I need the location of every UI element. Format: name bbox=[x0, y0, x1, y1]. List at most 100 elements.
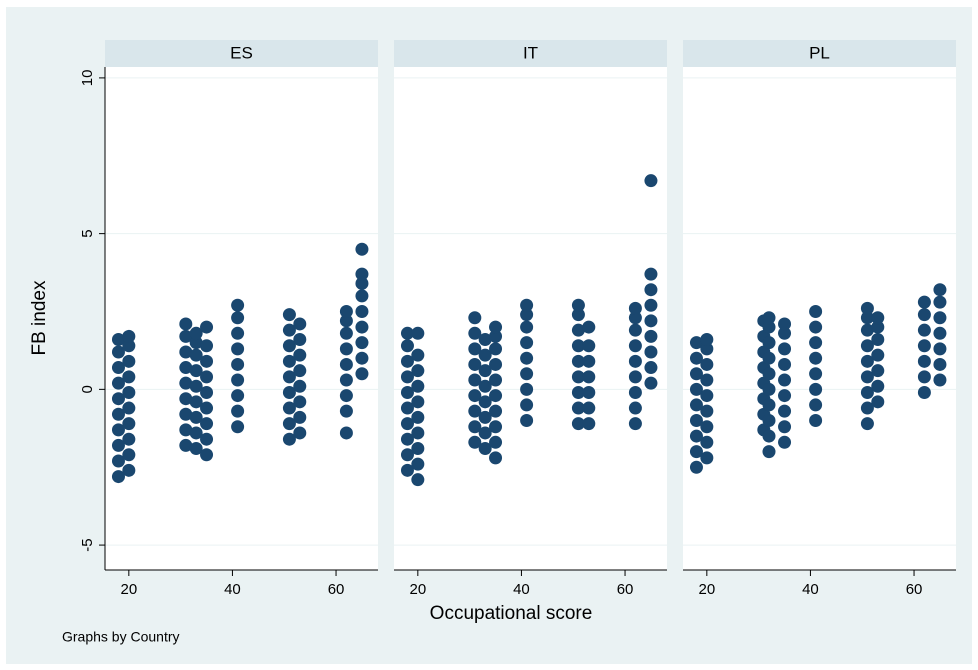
point bbox=[700, 451, 714, 465]
point bbox=[700, 342, 714, 356]
point bbox=[411, 395, 425, 409]
point bbox=[111, 361, 125, 375]
point bbox=[571, 401, 585, 415]
point bbox=[700, 420, 714, 434]
point bbox=[411, 348, 425, 362]
point bbox=[644, 314, 658, 328]
point bbox=[282, 432, 296, 446]
x-tick-label: 60 bbox=[328, 581, 345, 598]
point bbox=[339, 326, 353, 340]
point bbox=[700, 389, 714, 403]
point bbox=[860, 385, 874, 399]
note: Graphs by Country bbox=[62, 629, 180, 645]
point bbox=[700, 357, 714, 371]
point bbox=[582, 417, 596, 431]
point bbox=[111, 407, 125, 421]
point bbox=[860, 354, 874, 368]
point bbox=[468, 373, 482, 387]
point bbox=[689, 398, 703, 412]
point bbox=[189, 326, 203, 340]
x-axis-title: Occupational score bbox=[430, 603, 593, 624]
point bbox=[293, 395, 307, 409]
point bbox=[122, 370, 136, 384]
point bbox=[355, 276, 369, 290]
point bbox=[778, 435, 792, 449]
point bbox=[644, 267, 658, 281]
point bbox=[400, 401, 414, 415]
point bbox=[571, 308, 585, 322]
point bbox=[628, 339, 642, 353]
point bbox=[400, 385, 414, 399]
point bbox=[689, 382, 703, 396]
point bbox=[339, 304, 353, 318]
point bbox=[762, 382, 776, 396]
point bbox=[489, 329, 503, 343]
point bbox=[122, 354, 136, 368]
point bbox=[871, 311, 885, 325]
point bbox=[520, 367, 534, 381]
point bbox=[468, 404, 482, 418]
point bbox=[179, 361, 193, 375]
point bbox=[571, 370, 585, 384]
point bbox=[644, 376, 658, 390]
point bbox=[282, 370, 296, 384]
point bbox=[411, 442, 425, 456]
point bbox=[179, 392, 193, 406]
point bbox=[355, 351, 369, 365]
point bbox=[520, 320, 534, 334]
point bbox=[871, 333, 885, 347]
point bbox=[860, 417, 874, 431]
point bbox=[200, 385, 214, 399]
point bbox=[293, 379, 307, 393]
x-tick-label: 40 bbox=[513, 581, 530, 598]
panel-title: PL bbox=[809, 43, 830, 62]
point bbox=[111, 423, 125, 437]
point bbox=[809, 367, 823, 381]
point bbox=[489, 451, 503, 465]
point bbox=[628, 385, 642, 399]
point bbox=[520, 414, 534, 428]
point bbox=[520, 382, 534, 396]
point bbox=[179, 329, 193, 343]
point bbox=[809, 414, 823, 428]
x-tick-label: 20 bbox=[698, 581, 715, 598]
point bbox=[489, 404, 503, 418]
point bbox=[355, 242, 369, 256]
point bbox=[411, 364, 425, 378]
point bbox=[400, 339, 414, 353]
point bbox=[689, 460, 703, 474]
y-tick-label: 5 bbox=[79, 229, 96, 237]
point bbox=[179, 376, 193, 390]
point bbox=[478, 442, 492, 456]
point bbox=[582, 320, 596, 334]
point bbox=[582, 370, 596, 384]
point bbox=[582, 354, 596, 368]
point bbox=[478, 426, 492, 440]
point bbox=[468, 420, 482, 434]
point bbox=[644, 298, 658, 312]
point bbox=[122, 339, 136, 353]
point bbox=[762, 320, 776, 334]
point bbox=[520, 398, 534, 412]
point bbox=[189, 364, 203, 378]
point bbox=[762, 367, 776, 381]
point bbox=[189, 442, 203, 456]
strip bbox=[394, 40, 667, 67]
point bbox=[231, 298, 245, 312]
point bbox=[478, 395, 492, 409]
point bbox=[689, 367, 703, 381]
point bbox=[231, 357, 245, 371]
point bbox=[179, 345, 193, 359]
point bbox=[689, 351, 703, 365]
point bbox=[200, 401, 214, 415]
point bbox=[860, 370, 874, 384]
point bbox=[231, 404, 245, 418]
point bbox=[339, 404, 353, 418]
point bbox=[400, 354, 414, 368]
panel-background bbox=[683, 67, 956, 570]
point bbox=[189, 395, 203, 409]
point bbox=[762, 429, 776, 443]
point bbox=[809, 304, 823, 318]
